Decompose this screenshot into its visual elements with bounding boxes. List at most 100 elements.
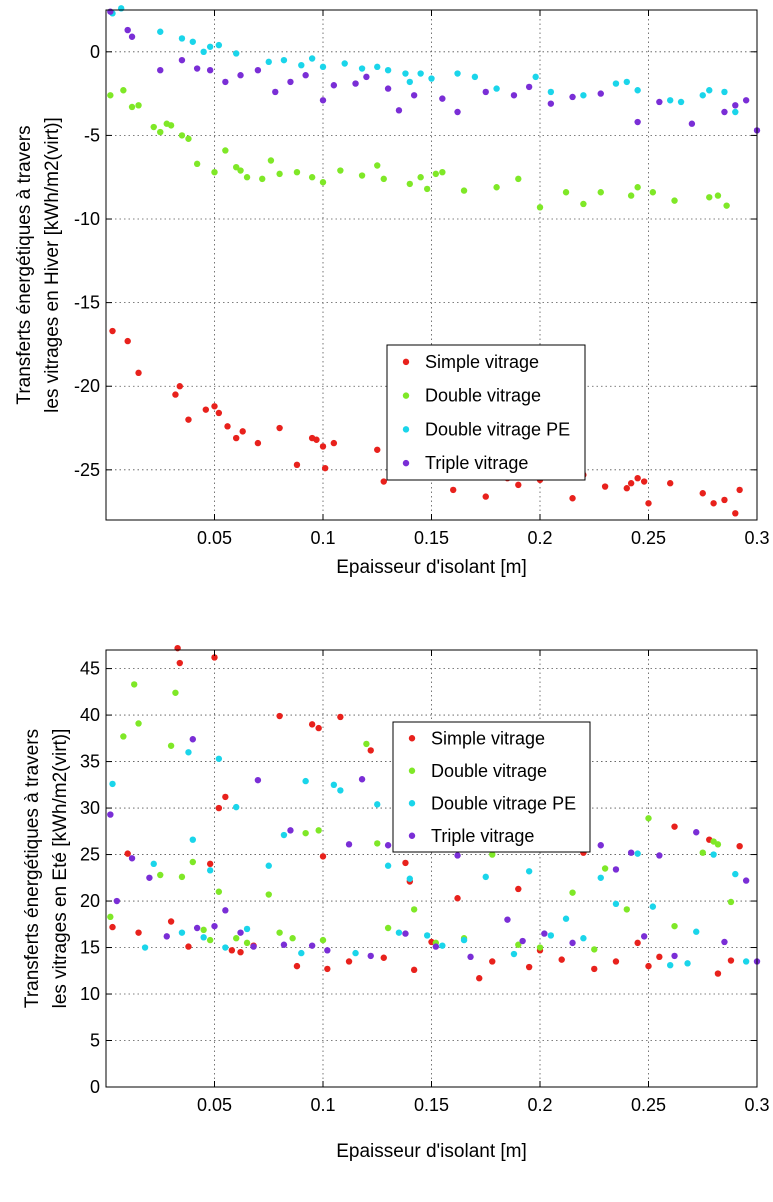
data-point-simple-vitrage xyxy=(367,747,374,754)
data-point-double-vitrage xyxy=(267,157,275,164)
data-point-triple-vitrage xyxy=(482,88,489,96)
x-tick-label: 0.05 xyxy=(197,528,232,548)
data-point-simple-vitrage xyxy=(124,337,131,345)
data-point-double-vitrage xyxy=(222,147,229,154)
x-tick-label: 0.25 xyxy=(631,528,666,548)
data-point-double-vitrage-pe xyxy=(157,28,164,35)
data-point-double-vitrage-pe xyxy=(493,85,500,92)
data-point-double-vitrage-pe xyxy=(460,936,468,944)
data-point-simple-vitrage xyxy=(645,962,652,970)
data-point-double-vitrage-pe xyxy=(634,850,641,857)
legend-entry-label: Simple vitrage xyxy=(431,728,545,748)
data-point-simple-vitrage xyxy=(237,948,244,956)
data-point-double-vitrage xyxy=(645,815,652,822)
legend-entry-label: Double vitrage PE xyxy=(431,793,576,813)
data-point-triple-vitrage xyxy=(732,102,739,109)
data-point-simple-vitrage xyxy=(671,823,678,830)
data-point-simple-vitrage xyxy=(315,724,322,732)
data-point-simple-vitrage xyxy=(450,486,457,494)
data-point-simple-vitrage xyxy=(254,439,262,447)
data-point-triple-vitrage xyxy=(504,916,511,923)
data-point-double-vitrage xyxy=(649,189,657,196)
data-point-simple-vitrage xyxy=(640,478,648,485)
data-point-simple-vitrage xyxy=(202,406,210,413)
data-point-double-vitrage-pe xyxy=(395,929,403,936)
data-point-double-vitrage xyxy=(120,87,127,94)
data-point-double-vitrage-pe xyxy=(649,903,657,910)
data-point-simple-vitrage xyxy=(185,416,192,423)
data-point-simple-vitrage xyxy=(337,713,344,721)
data-point-triple-vitrage xyxy=(656,852,663,859)
data-point-double-vitrage-pe xyxy=(510,950,518,958)
data-point-simple-vitrage xyxy=(714,970,722,977)
data-point-double-vitrage-pe xyxy=(280,831,288,839)
data-point-double-vitrage xyxy=(157,128,164,136)
data-point-simple-vitrage xyxy=(710,500,717,507)
data-point-triple-vitrage xyxy=(597,842,604,849)
data-point-double-vitrage-pe xyxy=(471,73,479,81)
legend-box xyxy=(392,721,591,853)
data-point-triple-vitrage xyxy=(308,942,316,949)
data-point-triple-vitrage xyxy=(302,72,309,79)
data-point-double-vitrage xyxy=(569,889,576,896)
x-tick-label: 0.1 xyxy=(310,528,335,548)
data-point-triple-vitrage xyxy=(454,108,461,116)
data-point-triple-vitrage xyxy=(352,80,359,87)
y-tick-label: 15 xyxy=(80,938,100,958)
legend-entry-label: Double vitrage xyxy=(425,386,541,406)
data-point-double-vitrage-pe xyxy=(374,801,381,808)
data-point-double-vitrage-pe xyxy=(634,87,641,94)
data-point-double-vitrage xyxy=(706,194,713,201)
data-point-triple-vitrage xyxy=(612,866,620,873)
data-point-simple-vitrage xyxy=(569,495,576,502)
data-point-triple-vitrage xyxy=(569,93,576,101)
data-point-double-vitrage xyxy=(243,174,251,181)
data-point-simple-vitrage xyxy=(476,975,483,982)
data-point-triple-vitrage xyxy=(287,78,294,86)
x-tick-label: 0.15 xyxy=(414,1095,449,1115)
data-point-double-vitrage-pe xyxy=(206,43,214,50)
data-point-double-vitrage-pe xyxy=(742,958,750,965)
data-point-simple-vitrage xyxy=(489,958,496,965)
data-point-double-vitrage xyxy=(233,163,240,171)
legend-marker xyxy=(402,459,410,467)
x-tick-label: 0.1 xyxy=(310,1095,335,1115)
legend-marker xyxy=(408,800,416,807)
data-point-triple-vitrage xyxy=(157,66,164,74)
data-point-triple-vitrage xyxy=(211,922,218,930)
data-point-triple-vitrage xyxy=(467,953,474,961)
data-point-double-vitrage xyxy=(167,122,175,129)
data-point-double-vitrage-pe xyxy=(319,63,327,71)
data-point-double-vitrage xyxy=(178,132,186,139)
data-point-triple-vitrage xyxy=(363,73,370,81)
y-tick-label: 40 xyxy=(80,705,100,725)
data-point-double-vitrage-pe xyxy=(233,50,240,57)
data-point-simple-vitrage xyxy=(206,860,214,868)
data-point-double-vitrage xyxy=(493,184,500,191)
data-point-double-vitrage xyxy=(293,168,301,176)
data-point-double-vitrage xyxy=(515,941,522,948)
data-point-simple-vitrage xyxy=(627,480,635,487)
data-point-double-vitrage-pe xyxy=(215,755,223,762)
x-tick-label: 0.15 xyxy=(414,528,449,548)
data-point-double-vitrage-pe xyxy=(667,97,674,104)
data-point-triple-vitrage xyxy=(124,26,131,34)
data-point-triple-vitrage xyxy=(222,78,229,86)
data-point-double-vitrage-pe xyxy=(150,860,157,868)
data-point-double-vitrage-pe xyxy=(423,932,431,939)
data-point-simple-vitrage xyxy=(482,493,489,500)
data-point-double-vitrage-pe xyxy=(298,61,305,69)
data-point-double-vitrage xyxy=(237,167,244,174)
data-point-triple-vitrage xyxy=(519,937,526,945)
data-point-triple-vitrage xyxy=(254,776,262,784)
data-point-triple-vitrage xyxy=(163,933,170,940)
data-point-triple-vitrage xyxy=(384,85,392,92)
data-point-double-vitrage xyxy=(627,192,635,199)
data-point-simple-vitrage xyxy=(515,481,522,489)
data-point-double-vitrage xyxy=(131,681,138,688)
data-point-triple-vitrage xyxy=(287,827,294,834)
data-point-triple-vitrage xyxy=(410,92,418,99)
data-point-simple-vitrage xyxy=(634,474,641,482)
data-point-double-vitrage-pe xyxy=(185,749,192,756)
data-point-simple-vitrage xyxy=(167,918,175,925)
